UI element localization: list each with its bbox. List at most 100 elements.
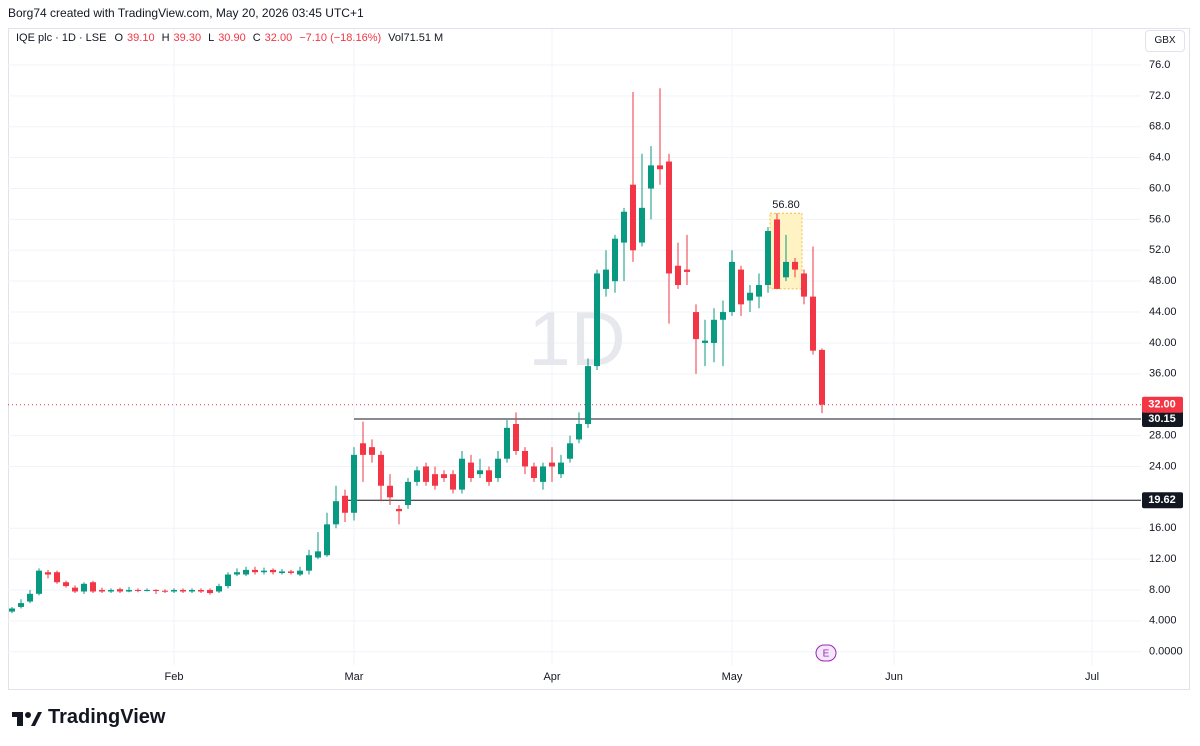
candle-body xyxy=(639,207,645,243)
candle-body xyxy=(567,443,573,459)
candle-body xyxy=(423,466,429,482)
x-tick-label: May xyxy=(722,671,743,683)
y-tick-label: 0.0000 xyxy=(1149,646,1183,658)
candle-body xyxy=(324,524,330,556)
candle-body xyxy=(252,569,258,573)
candle-body xyxy=(387,485,393,498)
candle-body xyxy=(18,603,24,607)
candle-body xyxy=(180,589,186,592)
candle-body xyxy=(549,462,555,467)
logo-mark xyxy=(12,711,42,726)
candle-body xyxy=(819,349,825,405)
attribution: Borg74 created with TradingView.com, May… xyxy=(8,6,364,20)
y-tick-label: 56.0 xyxy=(1149,213,1170,225)
y-tick-label: 60.0 xyxy=(1149,182,1170,194)
candle-body xyxy=(99,589,105,592)
candle-body xyxy=(369,447,375,455)
candle-body xyxy=(693,312,699,340)
candle-body xyxy=(810,296,816,351)
candle-body xyxy=(612,238,618,282)
ohlc-value: 32.00 xyxy=(264,32,293,44)
y-tick-label: 68.0 xyxy=(1149,121,1170,133)
x-tick-label: Jul xyxy=(1085,671,1099,683)
candle-body xyxy=(666,161,672,274)
candle-body xyxy=(333,501,339,525)
x-tick-label: Jun xyxy=(885,671,903,683)
candle-body xyxy=(720,312,726,320)
candle-body xyxy=(396,508,402,512)
candle-body xyxy=(648,165,654,189)
candle-body xyxy=(585,366,591,424)
ohlc-label: L xyxy=(208,32,215,44)
currency-button[interactable]: GBX xyxy=(1145,30,1185,52)
candle-body xyxy=(684,269,690,272)
candle-body xyxy=(801,273,807,297)
earnings-icon: E xyxy=(815,644,837,662)
candle-body xyxy=(747,292,753,301)
candle-body xyxy=(621,211,627,243)
candle-body xyxy=(540,466,546,482)
symbol: IQE plc · 1D · LSE xyxy=(16,32,107,44)
candle-body xyxy=(459,458,465,490)
candle-body xyxy=(414,470,420,482)
ohlc-value: 30.90 xyxy=(218,32,246,44)
candle-body xyxy=(711,319,717,343)
last-price-box xyxy=(1142,396,1183,413)
candle-body xyxy=(153,589,159,591)
candle-body xyxy=(729,261,735,313)
candle-body xyxy=(783,261,789,278)
volume: Vol71.51 M xyxy=(388,32,444,44)
y-tick-label: 4.000 xyxy=(1149,615,1177,627)
candle-body xyxy=(765,231,771,286)
candle-body xyxy=(405,481,411,506)
y-tick-label: 40.00 xyxy=(1149,337,1177,349)
y-tick-label: 16.00 xyxy=(1149,522,1177,534)
ohlc-value: 39.10 xyxy=(127,32,155,44)
candle-body xyxy=(477,470,483,475)
candle-body xyxy=(171,589,177,592)
candle-body xyxy=(342,495,348,513)
candle-body xyxy=(486,470,492,482)
candle-body xyxy=(144,589,150,591)
y-tick-label: 12.00 xyxy=(1149,553,1177,565)
x-tick-label: Apr xyxy=(543,671,560,683)
annotation-label: 56.80 xyxy=(772,199,800,211)
candle-body xyxy=(279,571,285,573)
candle-body xyxy=(531,466,537,479)
candle-body xyxy=(522,451,528,467)
frame xyxy=(8,28,1190,690)
y-tick-label: 76.0 xyxy=(1149,59,1170,71)
candle-body xyxy=(117,589,123,592)
candle-body xyxy=(306,555,312,571)
plot: 56.80 xyxy=(8,88,1141,614)
logo-text: TradingView xyxy=(48,706,166,728)
candle-body xyxy=(675,265,681,286)
x-tick-label: Feb xyxy=(165,671,184,683)
y-tick-label: 28.00 xyxy=(1149,429,1177,441)
watermark: 1D xyxy=(528,297,625,382)
candle-body xyxy=(495,458,501,479)
y-tick-label: 64.0 xyxy=(1149,152,1170,164)
candle-body xyxy=(702,340,708,343)
candle-body xyxy=(315,551,321,558)
candle-body xyxy=(792,261,798,270)
candle-body xyxy=(9,608,15,612)
candle-body xyxy=(216,586,222,592)
candle-body xyxy=(189,589,195,592)
last-price-label: 32.00 xyxy=(1148,399,1176,411)
candle-body xyxy=(432,474,438,486)
x-tick-label: Mar xyxy=(345,671,364,683)
candle-body xyxy=(270,569,276,573)
candle-body xyxy=(756,285,762,297)
y-tick-label: 52.0 xyxy=(1149,244,1170,256)
candle-body xyxy=(594,273,600,367)
ohlc-label: H xyxy=(161,32,170,44)
candle-body xyxy=(261,570,267,573)
y-tick-label: 48.00 xyxy=(1149,275,1177,287)
y-tick-label: 44.00 xyxy=(1149,306,1177,318)
candle-body xyxy=(135,589,141,591)
price-label-box xyxy=(1142,410,1183,427)
ohlc-label: C xyxy=(252,32,261,44)
candle-body xyxy=(63,582,69,587)
